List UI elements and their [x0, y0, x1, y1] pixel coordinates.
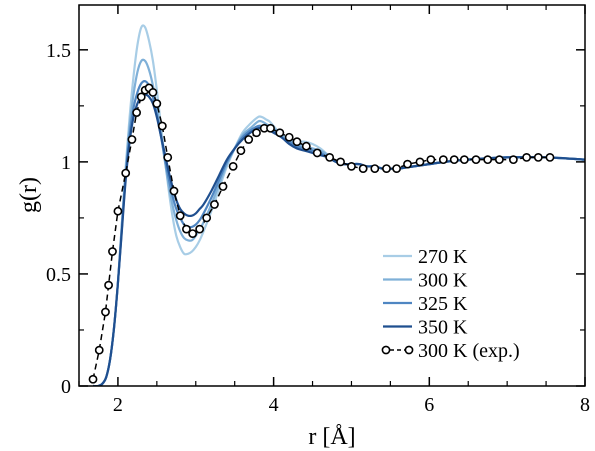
x-tick-label: 4 — [269, 394, 279, 416]
x-tick-label: 8 — [580, 394, 590, 416]
data-point — [275, 128, 285, 138]
data-point — [325, 152, 335, 162]
legend-label: 350 K — [418, 317, 468, 339]
data-point — [284, 132, 294, 142]
data-point — [148, 88, 158, 97]
data-point — [104, 280, 113, 290]
data-point — [266, 123, 275, 133]
data-point — [182, 224, 191, 234]
legend-label: 270 K — [418, 246, 468, 268]
legend-label: 300 K (exp.) — [418, 340, 520, 362]
data-point — [483, 155, 493, 165]
data-point — [228, 161, 238, 171]
data-point — [152, 99, 162, 109]
data-point — [175, 211, 185, 221]
x-axis-title: r [Å] — [308, 424, 355, 450]
data-point — [459, 155, 469, 165]
legend-marker — [381, 345, 391, 355]
data-point — [312, 148, 322, 158]
data-point — [136, 92, 146, 102]
data-point — [121, 168, 131, 178]
data-point — [108, 247, 117, 256]
data-point — [508, 155, 518, 165]
data-point — [132, 108, 142, 117]
x-tick-label: 6 — [424, 394, 434, 416]
data-point — [494, 155, 504, 165]
data-point — [301, 141, 311, 151]
y-tick-label: 1.5 — [46, 40, 71, 62]
data-point — [244, 135, 254, 144]
data-point — [252, 128, 261, 138]
data-point — [218, 182, 228, 191]
legend-label: 300 K — [418, 270, 468, 292]
data-point — [188, 229, 198, 238]
data-point — [382, 164, 391, 174]
data-point — [392, 164, 402, 174]
data-point — [113, 206, 123, 216]
series-line-0 — [93, 24, 585, 386]
data-point — [471, 155, 481, 165]
data-point — [438, 155, 448, 165]
data-point — [415, 157, 425, 167]
y-tick-label: 0.5 — [46, 264, 71, 286]
plot-frame — [78, 4, 586, 387]
data-point — [358, 164, 368, 174]
data-point — [169, 186, 179, 196]
data-point — [127, 135, 137, 144]
data-point — [545, 152, 555, 162]
data-point — [533, 152, 543, 162]
data-point — [195, 224, 205, 234]
data-point — [336, 157, 345, 167]
data-point — [157, 121, 167, 131]
data-point — [449, 155, 459, 165]
data-point — [88, 374, 98, 384]
series-layer — [88, 24, 585, 386]
data-point — [202, 213, 212, 223]
legend-marker — [404, 345, 414, 355]
data-point — [370, 164, 380, 174]
data-point — [94, 345, 104, 355]
data-point — [210, 200, 219, 209]
data-point — [426, 155, 436, 165]
series-line-1 — [93, 58, 585, 386]
data-point — [163, 152, 173, 162]
y-tick-label: 0 — [61, 376, 71, 398]
data-point — [101, 307, 110, 317]
y-axis-title: g(r) — [16, 177, 42, 213]
data-point — [292, 137, 302, 147]
data-point — [236, 146, 246, 156]
x-tick-label: 2 — [113, 394, 123, 416]
data-point — [347, 161, 356, 171]
legend-label: 325 K — [418, 293, 468, 315]
data-point — [522, 152, 532, 162]
y-tick-label: 1 — [61, 152, 71, 174]
ticks-layer: 2 4 6 8 0 0.5 1 1.5 — [46, 5, 590, 416]
data-point — [403, 159, 412, 169]
